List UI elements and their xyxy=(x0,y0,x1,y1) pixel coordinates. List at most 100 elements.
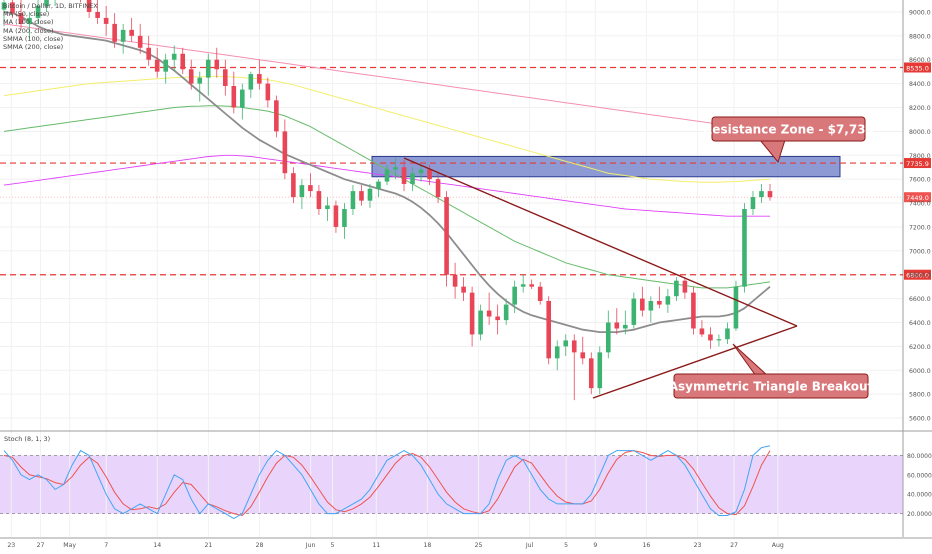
candle-body xyxy=(563,340,569,347)
price-tick-label: 7800.0 xyxy=(909,153,931,160)
candle-body xyxy=(95,11,100,18)
candle xyxy=(146,35,151,66)
candle-body xyxy=(257,74,262,84)
level-tag-label: 8535.0 xyxy=(906,64,929,72)
candle-body xyxy=(759,191,764,198)
triangle-upper-line xyxy=(403,157,798,327)
chart-legend: Bitcoin / Dollar, 1D, BITFINEX MA (50, c… xyxy=(3,2,98,51)
candle xyxy=(571,334,577,401)
candle xyxy=(597,346,603,395)
candle xyxy=(486,292,492,325)
price-tick-label: 8400.0 xyxy=(909,81,931,88)
breakout-annotation-text: Asymmetric Triangle Breakout xyxy=(669,380,874,394)
candle xyxy=(503,298,509,325)
candle xyxy=(248,71,254,98)
candle xyxy=(725,322,730,344)
candle-body xyxy=(478,310,483,335)
candle xyxy=(605,310,611,359)
candle xyxy=(86,0,92,18)
stoch-tick-label: 80.0000 xyxy=(907,453,932,460)
candle-body xyxy=(308,185,313,192)
candle-body xyxy=(452,274,458,287)
candle-body xyxy=(529,284,534,287)
candle xyxy=(699,320,705,337)
time-tick-label: Aug xyxy=(772,542,784,549)
candle-body xyxy=(597,352,603,389)
candle-body xyxy=(623,324,628,329)
candle xyxy=(257,59,262,90)
candle-body xyxy=(171,53,177,60)
candle xyxy=(171,45,177,72)
candle xyxy=(384,164,390,186)
candle-body xyxy=(733,286,739,329)
candle-body xyxy=(665,296,671,305)
candle-body xyxy=(401,167,407,184)
candle xyxy=(308,173,313,198)
annotation-arrow xyxy=(732,343,770,377)
candle-body xyxy=(146,47,151,60)
candle xyxy=(112,13,117,48)
price-tick-label: 8000.0 xyxy=(909,129,931,136)
candle xyxy=(18,0,24,30)
candle xyxy=(359,185,364,206)
price-tick-label: 6800.0 xyxy=(909,272,931,279)
candle xyxy=(588,352,594,395)
candle xyxy=(205,53,211,96)
candle-body xyxy=(367,188,373,201)
candle-body xyxy=(274,100,279,132)
time-tick-label: 27 xyxy=(37,542,45,549)
resistance-zone-box xyxy=(371,155,841,178)
legend-item-ma50: MA (50, close) xyxy=(3,10,50,19)
candle-body xyxy=(461,286,466,293)
candle-body xyxy=(129,29,134,36)
time-tick-label: May xyxy=(63,542,76,549)
candle-body xyxy=(393,167,398,170)
candle-body xyxy=(742,209,747,287)
candle xyxy=(120,23,126,54)
time-tick-label: 23 xyxy=(694,542,702,549)
candle xyxy=(95,0,100,24)
price-tick-label: 6600.0 xyxy=(909,296,931,303)
price-tick-label: 6200.0 xyxy=(909,344,931,351)
time-tick-label: 21 xyxy=(204,542,212,549)
candle-body xyxy=(86,0,92,12)
time-tick-label: 18 xyxy=(423,542,431,549)
level-price-tag: 7735.9 xyxy=(904,158,931,169)
candle-body xyxy=(767,191,773,198)
candle xyxy=(665,289,671,313)
candle-body xyxy=(435,179,441,198)
level-tag-bg xyxy=(904,158,931,169)
candle xyxy=(461,277,466,301)
candle xyxy=(163,53,169,84)
candle-body xyxy=(325,205,330,210)
level-tag-label: 7735.9 xyxy=(906,160,929,168)
triangle-lower-line xyxy=(592,325,798,399)
candle xyxy=(188,59,194,90)
candle xyxy=(240,83,245,120)
candle-body xyxy=(10,2,15,14)
candle xyxy=(282,119,288,180)
stoch-tick-label: 60.0000 xyxy=(907,472,932,479)
ma50-line xyxy=(3,11,771,333)
legend-item-ma200: MA (200, close) xyxy=(3,26,54,35)
stoch-title: Stoch (8, 1, 3) xyxy=(4,435,50,443)
candle xyxy=(401,160,407,192)
candle xyxy=(10,0,15,18)
candle-body xyxy=(222,69,228,86)
candle xyxy=(410,167,415,192)
candle-body xyxy=(44,0,49,6)
price-tick-label: 8800.0 xyxy=(909,33,931,40)
time-tick-label: 16 xyxy=(642,542,650,549)
candle-body xyxy=(120,29,126,42)
candle xyxy=(222,59,228,96)
candle xyxy=(342,203,347,239)
candle-body xyxy=(342,209,347,227)
level-tag-label: 6800.0 xyxy=(906,272,929,280)
candle xyxy=(44,0,49,12)
candle xyxy=(214,47,220,78)
candle-body xyxy=(299,185,305,198)
candle-body xyxy=(699,328,705,335)
candle-body xyxy=(520,284,526,287)
